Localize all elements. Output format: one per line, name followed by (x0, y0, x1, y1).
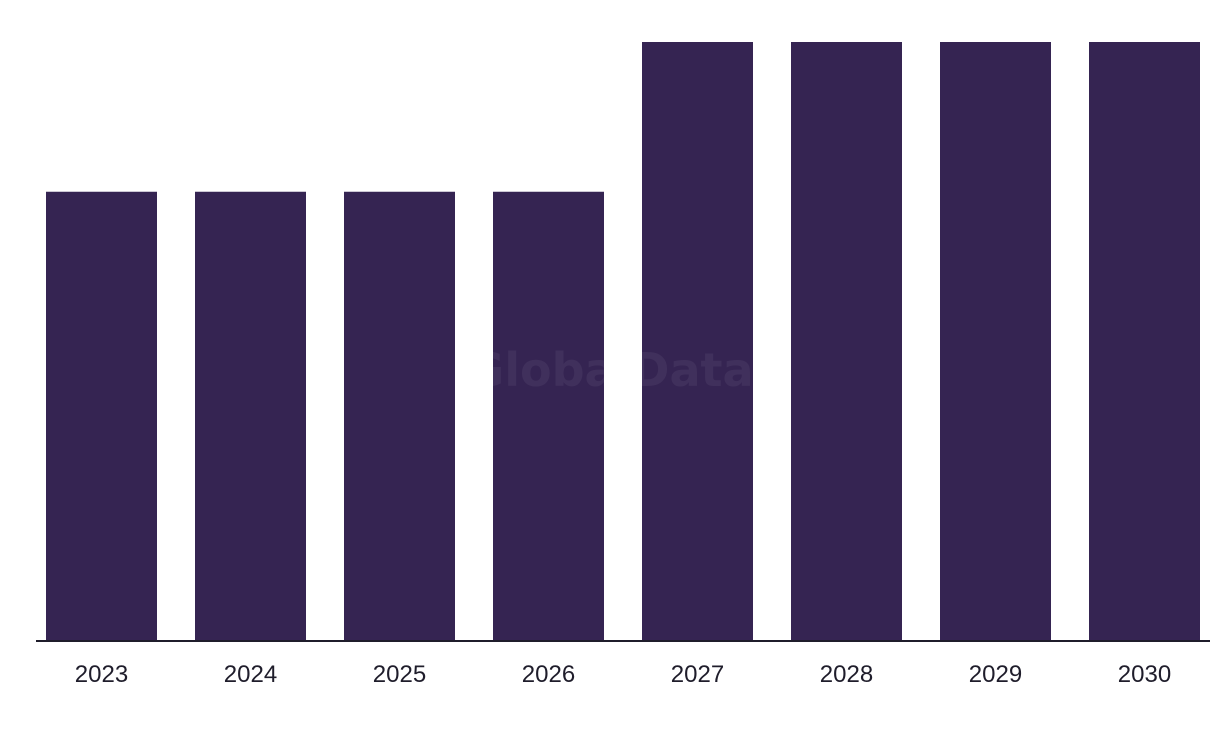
x-tick-label-2027: 2027 (671, 661, 724, 688)
x-tick-label-2024: 2024 (224, 661, 277, 688)
x-tick-label-2028: 2028 (820, 661, 873, 688)
bar-2028 (791, 42, 902, 641)
x-tick-label-2030: 2030 (1118, 661, 1171, 688)
x-axis-ticks: 2023 2024 2025 2026 2027 2028 2029 2030 (75, 661, 1171, 688)
bar-2025 (344, 191, 455, 641)
bar-2026 (493, 191, 604, 641)
x-tick-label-2029: 2029 (969, 661, 1022, 688)
bar-2029 (940, 42, 1051, 641)
bar-2027 (642, 42, 753, 641)
bars-group (46, 42, 1200, 641)
x-tick-label-2026: 2026 (522, 661, 575, 688)
x-tick-label-2023: 2023 (75, 661, 128, 688)
watermark-logo: GlobalData (466, 343, 753, 397)
bar-2023 (46, 191, 157, 641)
bar-2030 (1089, 42, 1200, 641)
bar-2024 (195, 191, 306, 641)
x-tick-label-2025: 2025 (373, 661, 426, 688)
